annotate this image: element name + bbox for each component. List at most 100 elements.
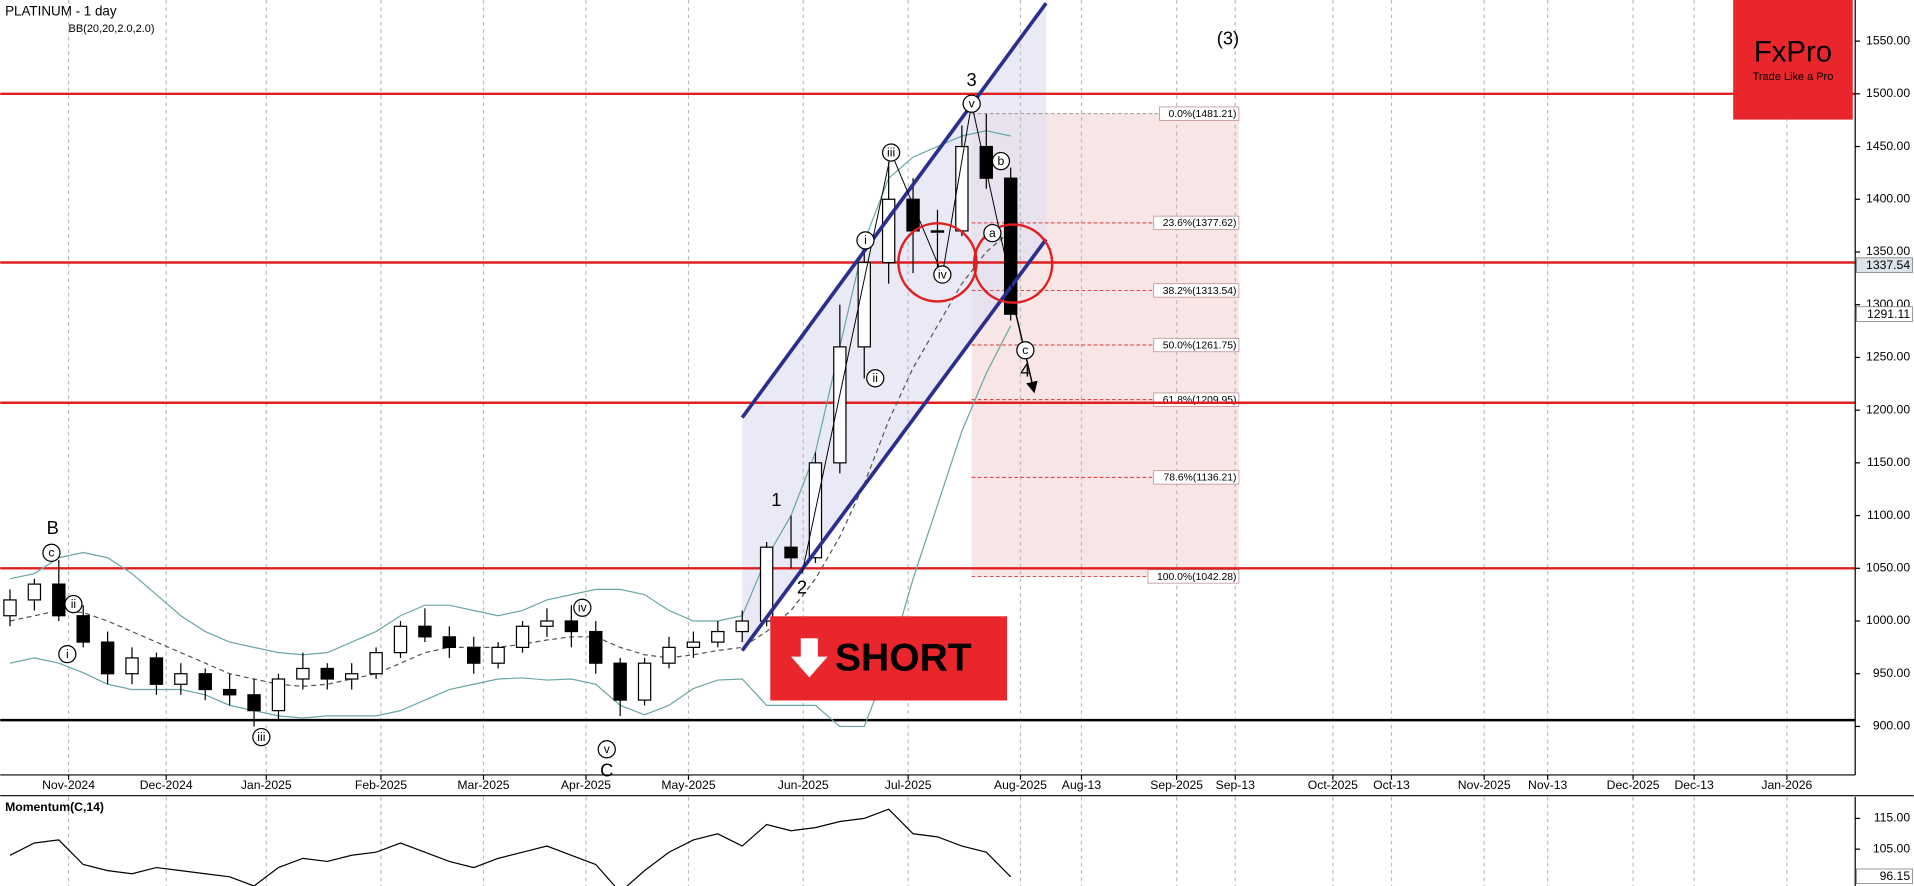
bollinger-middle [9,230,1012,687]
price-label: 1337.54 [1866,258,1910,272]
bollinger-lower [9,325,1012,728]
wave-label: c [48,546,54,560]
y-tick-label: 1350.00 [1866,244,1910,258]
wave-label: (3) [1217,27,1239,48]
candle-body [369,652,383,675]
y-tick-label: 1200.00 [1866,402,1910,416]
fib-label: 78.6%(1136.21) [1164,473,1237,484]
candle-body [174,673,188,685]
candle-body [491,646,505,664]
fib-label-box [1153,337,1240,353]
candle-body [149,657,164,685]
candle-body [52,583,66,617]
fib-label-box [1153,215,1240,230]
x-tick-label: May-2025 [661,778,715,792]
candle-body [515,625,530,648]
x-tick-label: Oct-2025 [1308,778,1358,792]
y-tick-label: 900.00 [1873,719,1910,733]
fib-label-box [1147,569,1240,584]
wave-circle [983,223,1002,243]
candle-body [442,636,457,648]
y-tick-label: 1050.00 [1866,561,1910,575]
fib-label-box [1153,283,1240,298]
candle-body [881,198,896,264]
price-label-box [1856,257,1913,273]
fib-label: 50.0%(1261.75) [1163,340,1237,351]
candle-body [759,546,774,622]
fib-label-box [1153,470,1240,485]
y-tick-label: 115.00 [1874,811,1911,825]
wave-circle [252,727,271,747]
candle-body [540,620,554,627]
y-tick-label: 1400.00 [1866,191,1910,205]
x-tick-label: Aug-13 [1062,778,1102,792]
wave-label: i [66,647,69,661]
x-tick-label: Dec-13 [1674,778,1714,792]
y-tick-label: 1000.00 [1866,613,1910,627]
x-tick-label: Feb-2025 [355,778,407,792]
x-tick-label: Apr-2025 [561,778,611,792]
wave-label: iv [578,601,588,615]
candle-body [735,620,749,633]
candle-body [27,583,42,601]
brand-tagline: Trade Like a Pro [1753,71,1834,83]
candle-body [3,599,17,617]
wave-circle [64,594,83,614]
wave-circle [856,231,875,250]
candle-body [662,646,676,664]
x-tick-label: Nov-13 [1528,778,1568,792]
x-tick-label: Sep-2025 [1150,778,1203,792]
wave-label: i [864,233,867,247]
candle-body [222,688,237,696]
fib-label-box [1159,106,1240,121]
y-tick-label: 105.00 [1873,841,1910,855]
x-tick-label: Sep-13 [1216,778,1256,792]
fib-label: 38.2%(1313.54) [1163,286,1237,297]
x-tick-label: Jul-2025 [885,778,932,792]
wave-circle [597,740,616,759]
wave-label: iii [887,145,895,159]
candle-body [686,641,701,648]
wave-label: ii [873,371,878,385]
x-tick-label: Jan-2025 [241,778,292,792]
x-tick-label: Nov-2024 [42,778,95,792]
candle-body [467,646,481,664]
wave-label: iii [257,730,265,744]
candle-body [930,230,945,233]
signal-label: SHORT [835,637,972,680]
candle-body [344,673,359,680]
candle-body [613,662,627,701]
candle-body [857,261,871,348]
wave-label: 4 [1020,359,1030,380]
wave-label: C [600,760,613,781]
wave-label: b [998,154,1005,168]
fib-label: 23.6%(1377.62) [1163,218,1237,229]
x-tick-label: Aug-2025 [994,778,1047,792]
brand-box [1733,0,1853,120]
chart-title: PLATINUM - 1 day [5,4,117,19]
wave-circle [881,143,901,162]
momentum-last-box [1856,868,1913,885]
candle-body [833,346,847,464]
wave-label: B [47,517,59,538]
breakout-circle [972,223,1054,304]
candle-body [711,630,725,643]
bollinger-upper [9,130,1011,656]
y-tick-label: 1250.00 [1866,350,1910,364]
y-tick-label: 1150.00 [1867,455,1910,469]
wave-circle [573,598,592,617]
y-tick-label: 1550.00 [1866,33,1910,47]
signal-arrow [791,638,828,678]
candle-body [198,673,212,691]
wave-label: iv [938,267,948,281]
wave-circle [933,265,952,284]
candle-body [100,641,115,675]
fib-label: 61.8%(1209.95) [1163,395,1237,406]
x-tick-label: Dec-2024 [140,778,193,792]
candle-body [418,625,432,638]
wave-label: v [969,97,976,111]
wave-circle [1016,341,1035,360]
candle-body [564,620,579,633]
